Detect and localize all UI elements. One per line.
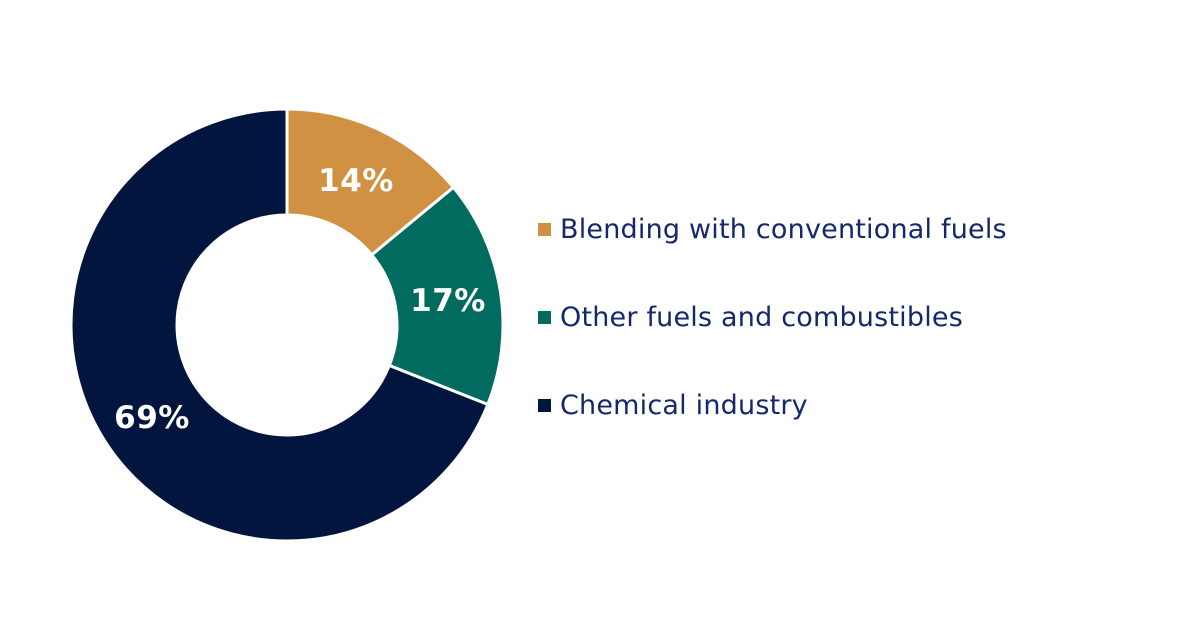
legend-item-chemical: Chemical industry [538,383,1007,427]
slice-chemical [69,107,490,543]
slice-blending-label: 14% [318,163,394,199]
legend-label: Chemical industry [560,389,808,421]
legend-label: Other fuels and combustibles [560,301,963,333]
legend-swatch-chemical [538,398,551,412]
donut-chart [69,107,505,543]
legend-swatch-other-fuels [538,310,551,324]
legend-item-blending: Blending with conventional fuels [538,207,1007,251]
chart-legend: Blending with conventional fuels Other f… [538,207,1007,471]
slice-other-fuels [369,185,505,407]
legend-swatch-blending [538,222,551,236]
legend-label: Blending with conventional fuels [560,213,1007,245]
slice-chemical-label: 69% [114,400,190,436]
slice-other-fuels-label: 17% [410,283,486,319]
legend-item-other-fuels: Other fuels and combustibles [538,295,1007,339]
